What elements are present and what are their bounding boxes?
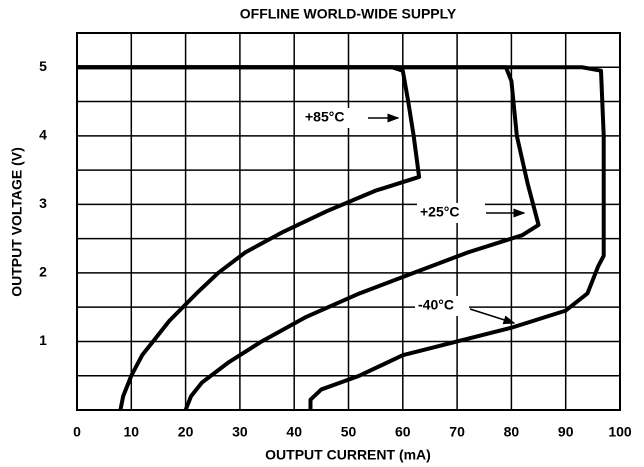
series-line (77, 65, 422, 411)
series-line (77, 65, 541, 411)
x-tick-label: 80 (504, 424, 520, 440)
y-tick-label: 1 (39, 332, 47, 348)
y-axis-label: OUTPUT VOLTAGE (V) (9, 147, 25, 297)
x-tick-label: 0 (73, 424, 81, 440)
legend-label: +85°C (305, 109, 344, 125)
legend-label: +25°C (420, 204, 459, 220)
legend-label: -40°C (418, 297, 454, 313)
x-tick-label: 90 (558, 424, 574, 440)
y-tick-label: 2 (39, 264, 47, 280)
legend-bg (415, 296, 469, 316)
legend-arrow (469, 308, 516, 325)
legend-bg (417, 203, 485, 223)
x-axis-label: OUTPUT CURRENT (mA) (265, 447, 431, 463)
legend-bg (302, 108, 367, 128)
x-tick-label: 30 (232, 424, 248, 440)
x-tick-label: 40 (286, 424, 302, 440)
y-tick-label: 3 (39, 195, 47, 211)
x-tick-label: 20 (178, 424, 194, 440)
x-tick-label: 10 (124, 424, 140, 440)
chart-title: OFFLINE WORLD-WIDE SUPPLY (240, 6, 457, 22)
x-tick-label: 60 (395, 424, 411, 440)
y-tick-label: 4 (39, 127, 47, 143)
y-tick-label: 5 (39, 58, 47, 74)
series-line (77, 65, 606, 410)
x-tick-label: 100 (608, 424, 632, 440)
x-tick-label: 70 (449, 424, 465, 440)
x-tick-label: 50 (341, 424, 357, 440)
